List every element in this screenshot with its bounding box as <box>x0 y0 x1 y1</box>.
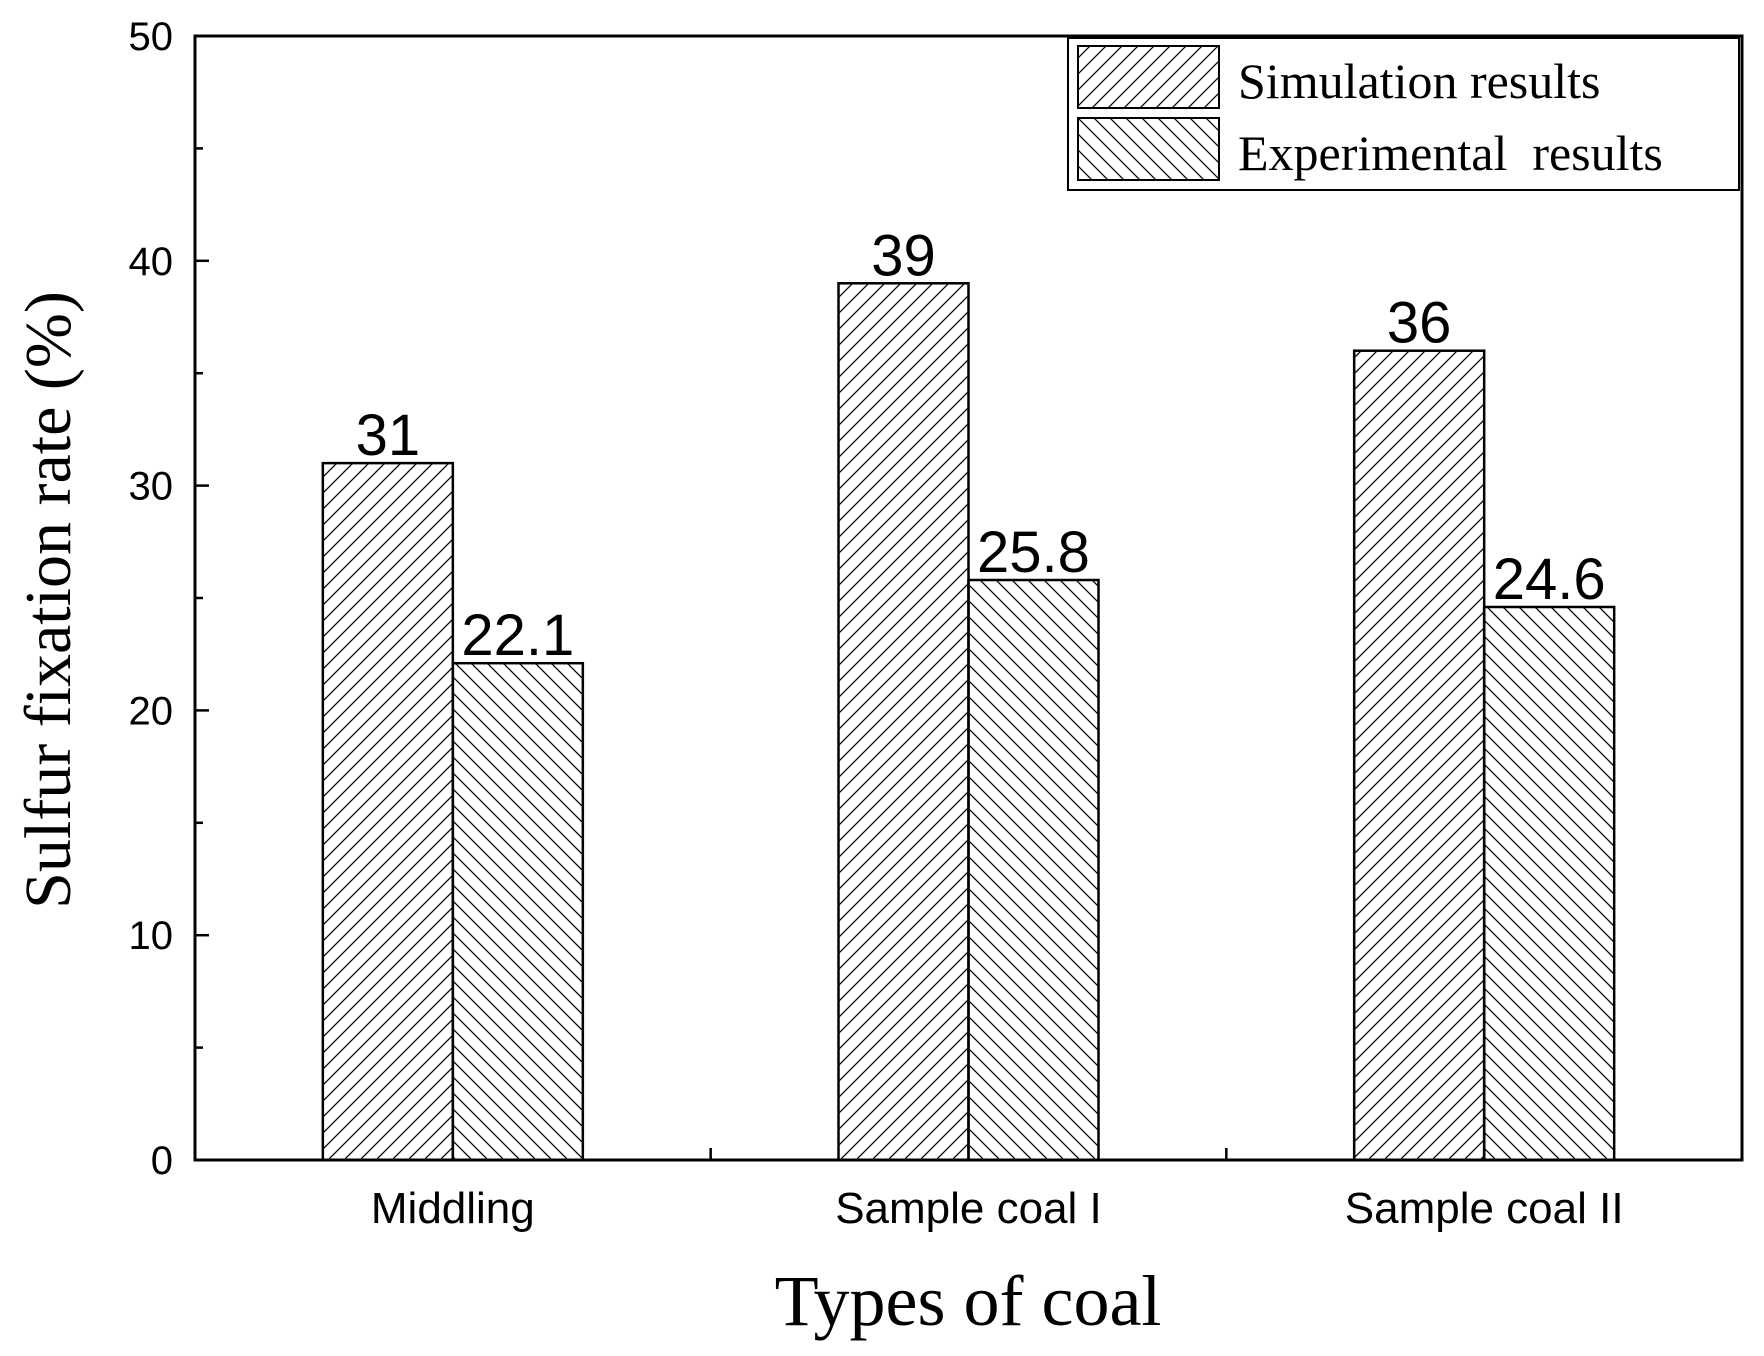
category-label-2: Sample coal II <box>1345 1184 1624 1233</box>
data-label-experimental-2: 24.6 <box>1493 547 1606 612</box>
x-axis-title: Types of coal <box>775 1261 1162 1341</box>
bar-simulation-0 <box>321 461 455 1162</box>
data-label-experimental-1: 25.8 <box>977 520 1090 585</box>
bar-experimental-1 <box>967 578 1100 1162</box>
category-label-1: Sample coal I <box>835 1184 1102 1233</box>
y-tick-label: 40 <box>129 240 174 284</box>
y-axis-title: Sulfur fixation rate (%) <box>12 291 85 909</box>
bar-simulation-1 <box>837 282 970 1162</box>
legend-swatch-simulation <box>1077 45 1220 109</box>
y-tick-label: 30 <box>129 465 174 509</box>
data-label-experimental-0: 22.1 <box>461 603 574 668</box>
data-labels: 31 22.1 39 25.8 36 24.6 <box>356 223 1606 668</box>
data-label-simulation-1: 39 <box>871 223 936 288</box>
legend: Simulation results Experimental results <box>1067 37 1740 191</box>
legend-swatch-experimental <box>1077 117 1220 181</box>
data-label-simulation-2: 36 <box>1387 291 1452 356</box>
y-tick-label: 20 <box>129 689 174 733</box>
category-labels: Middling Sample coal I Sample coal II <box>371 1184 1624 1233</box>
x-axis-ticks <box>709 1148 1228 1160</box>
y-axis-ticks: 0 10 20 30 40 50 <box>129 15 209 1183</box>
bar-simulation-2 <box>1352 349 1486 1162</box>
legend-label-experimental: Experimental results <box>1238 125 1663 181</box>
y-tick-label: 0 <box>151 1139 173 1183</box>
bar-experimental-0 <box>451 661 585 1162</box>
bars <box>321 282 1616 1162</box>
data-label-simulation-0: 31 <box>356 403 421 468</box>
legend-label-simulation: Simulation results <box>1238 53 1601 109</box>
bar-experimental-2 <box>1482 605 1616 1162</box>
y-tick-label: 50 <box>129 15 174 59</box>
y-tick-label: 10 <box>129 914 174 958</box>
category-label-0: Middling <box>371 1184 535 1233</box>
